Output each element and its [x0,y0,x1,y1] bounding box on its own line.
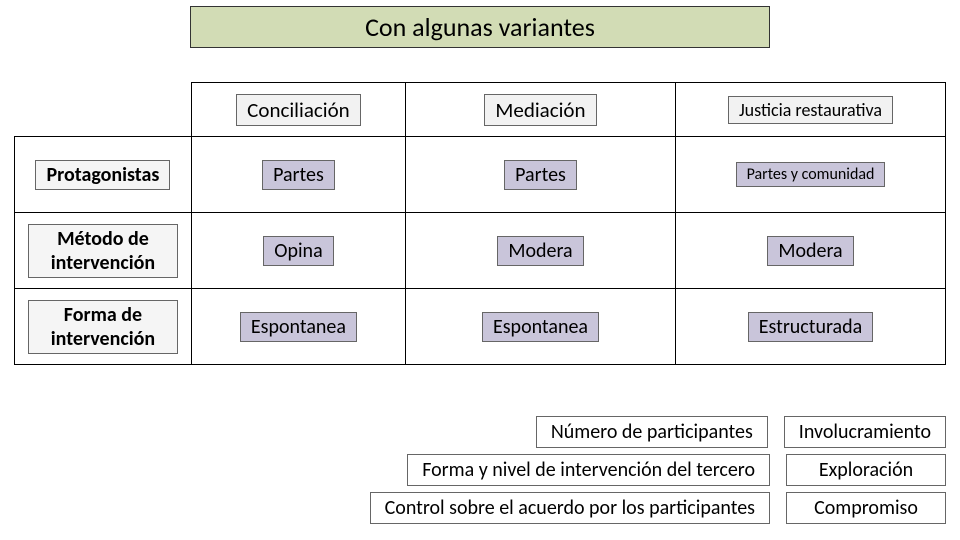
footer-left-item: Control sobre el acuerdo por los partici… [370,492,770,524]
column-header: Justicia restaurativa [675,83,945,137]
page-title: Con algunas variantes [190,6,770,48]
row-header: Método de intervención [15,213,192,289]
column-header-label: Justicia restaurativa [728,96,893,124]
footer-right-item: Compromiso [786,492,946,524]
cell-value: Modera [767,236,853,266]
cell-value: Partes [504,160,577,190]
cell-value: Espontanea [482,312,599,342]
column-header: Conciliación [191,83,405,137]
corner-blank [15,83,192,137]
table-cell: Partes [406,137,676,213]
cell-value: Espontanea [240,312,357,342]
cell-value: Partes [262,160,335,190]
table-cell: Partes [191,137,405,213]
cell-value: Opina [263,236,333,266]
cell-value: Estructurada [748,312,873,342]
footer-area: Número de participantes Involucramiento Fo… [0,410,960,524]
comparison-table: Conciliación Mediación Justicia restaurati… [14,82,946,365]
row-header-label: Método de intervención [28,224,178,278]
column-header-label: Conciliación [236,94,361,126]
table-cell: Modera [675,213,945,289]
footer-left-item: Forma y nivel de intervención del tercer… [407,454,770,486]
table-cell: Partes y comunidad [675,137,945,213]
table-cell: Espontanea [406,289,676,365]
column-header: Mediación [406,83,676,137]
table-cell: Opina [191,213,405,289]
cell-value: Modera [497,236,583,266]
footer-right-item: Exploración [786,454,946,486]
title-text: Con algunas variantes [365,11,595,43]
row-header-label: Protagonistas [35,160,170,190]
row-header: Protagonistas [15,137,192,213]
row-header-label: Forma de intervención [28,300,178,354]
column-header-label: Mediación [484,94,596,126]
footer-left-item: Número de participantes [536,416,768,448]
cell-value: Partes y comunidad [736,162,886,187]
row-header: Forma de intervención [15,289,192,365]
footer-right-item: Involucramiento [784,416,946,448]
table-cell: Espontanea [191,289,405,365]
table-cell: Estructurada [675,289,945,365]
table-cell: Modera [406,213,676,289]
